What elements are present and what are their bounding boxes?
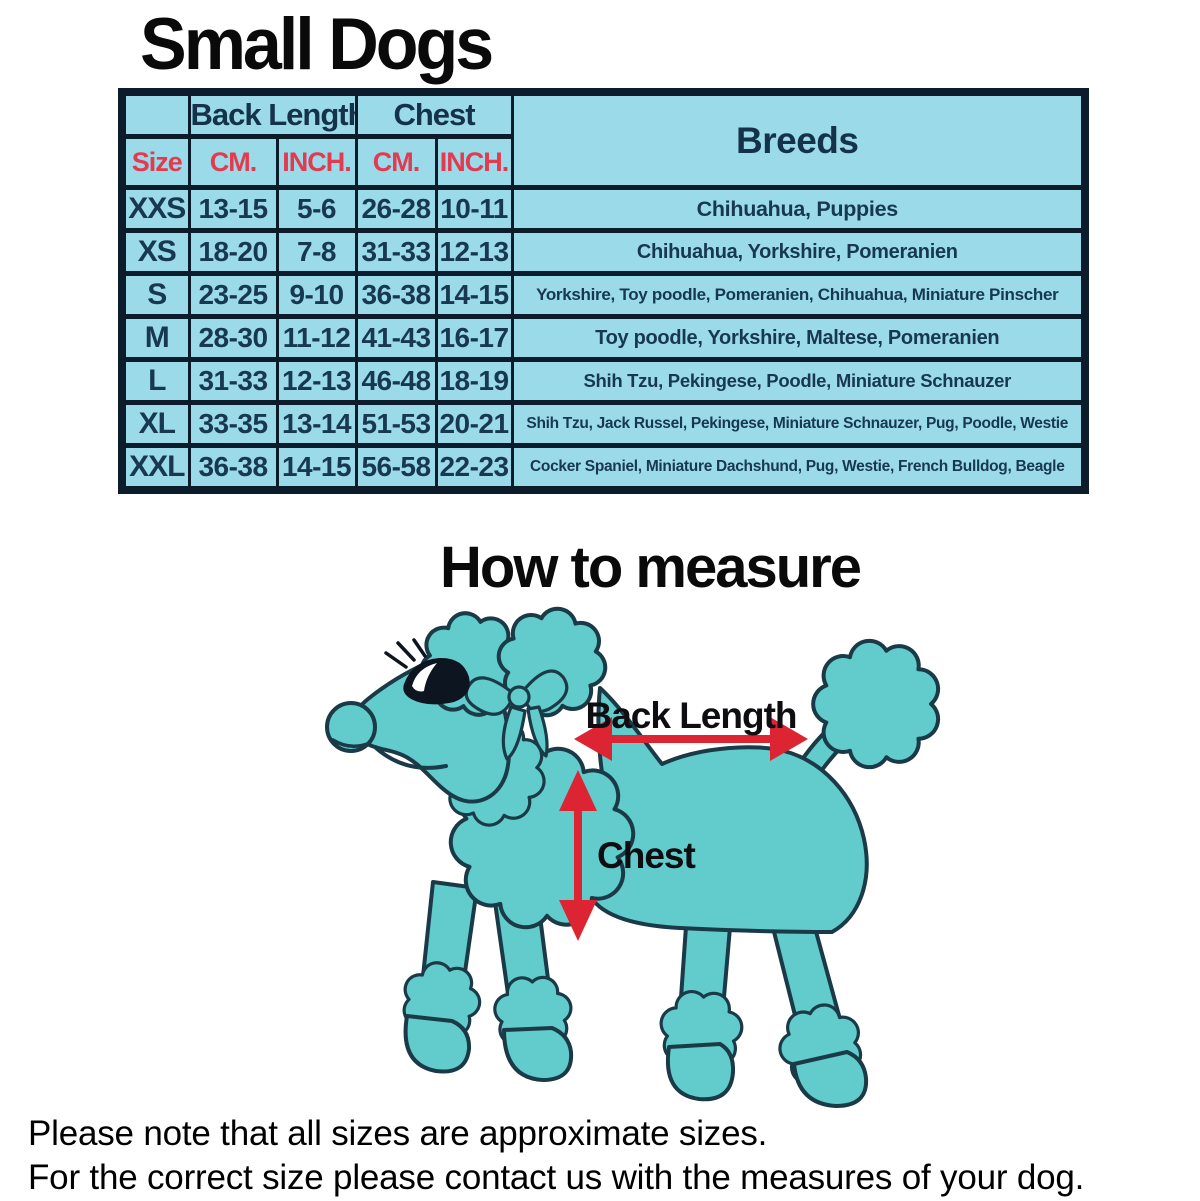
table-row: L 31-33 12-13 46-48 18-19 Shih Tzu, Pekingese… [120, 357, 1087, 405]
blank-corner-cell [120, 89, 191, 139]
table-row: XL 33-35 13-14 51-53 20-21 Shih Tzu, Jack Rus… [120, 400, 1087, 448]
poodle-foot [403, 1014, 472, 1074]
table-row: S 23-25 9-10 36-38 14-15 Yorkshire, Toy poodl… [120, 271, 1087, 319]
chest-arrow [574, 806, 582, 906]
poodle-foot [502, 1026, 574, 1082]
poodle-eyelashes [384, 638, 427, 669]
chest-inch-cell: 18-19 [434, 357, 514, 405]
back-length-arrowhead [770, 717, 808, 761]
back-length-arrow [608, 735, 772, 743]
poodle-foot [792, 1050, 869, 1108]
poodle-mouth [374, 746, 448, 770]
back-inch-cell: 7-8 [275, 228, 358, 276]
footer-note: Please note that all sizes are approxima… [28, 1112, 1198, 1201]
size-cell: XL [120, 400, 191, 448]
breeds-cell: Toy poodle, Yorkshire, Maltese, Pomerani… [510, 314, 1087, 362]
size-cell: M [120, 314, 191, 362]
poodle-nose [325, 701, 377, 753]
poodle-eye [403, 657, 470, 705]
back-cm-cell: 33-35 [187, 400, 279, 448]
back-length-label: Back Length [585, 695, 796, 736]
size-cell: XXL [120, 443, 191, 493]
table-row: XXS 13-15 5-6 26-28 10-11 Chihuahua, Puppies [120, 185, 1087, 233]
size-cell: XS [120, 228, 191, 276]
chest-inch-cell: 22-23 [434, 443, 514, 493]
size-table-body: XXS 13-15 5-6 26-28 10-11 Chihuahua, Puppies X… [120, 185, 1087, 493]
bow-tail [526, 705, 549, 758]
chest-inch-header: INCH. [434, 134, 514, 190]
page-title: Small Dogs [140, 3, 494, 85]
poodle-foot [665, 1042, 736, 1102]
chest-cm-cell: 36-38 [354, 271, 438, 319]
back-cm-cell: 36-38 [187, 443, 279, 493]
poodle-nostril-line [331, 738, 369, 748]
breeds-cell: Chihuahua, Puppies [510, 185, 1087, 233]
size-table: Back Length Chest Breeds Size CM. INCH. … [118, 88, 1090, 494]
back-cm-cell: 23-25 [187, 271, 279, 319]
table-row: XS 18-20 7-8 31-33 12-13 Chihuahua, Yorkshire… [120, 228, 1087, 276]
chest-cm-cell: 26-28 [354, 185, 438, 233]
back-inch-cell: 13-14 [275, 400, 358, 448]
chest-inch-cell: 10-11 [434, 185, 514, 233]
back-inch-cell: 5-6 [275, 185, 358, 233]
back-inch-cell: 14-15 [275, 443, 358, 493]
chest-cm-cell: 46-48 [354, 357, 438, 405]
breeds-cell: Yorkshire, Toy poodle, Pomeranien, Chihu… [510, 271, 1087, 319]
size-cell: S [120, 271, 191, 319]
chest-inch-cell: 14-15 [434, 271, 514, 319]
back-cm-header: CM. [187, 134, 279, 190]
chest-cm-cell: 41-43 [354, 314, 438, 362]
table-row: XXL 36-38 14-15 56-58 22-23 Cocker Spaniel, M… [120, 443, 1087, 493]
size-cell: L [120, 357, 191, 405]
chest-inch-cell: 20-21 [434, 400, 514, 448]
chest-cm-cell: 56-58 [354, 443, 438, 493]
chest-cm-cell: 51-53 [354, 400, 438, 448]
bow-tail [501, 705, 527, 761]
back-cm-cell: 18-20 [187, 228, 279, 276]
chest-inch-cell: 12-13 [434, 228, 514, 276]
chest-header: Chest [354, 89, 514, 139]
poodle-eye-highlight [412, 663, 437, 692]
back-cm-cell: 28-30 [187, 314, 279, 362]
bow-left-loop [464, 676, 516, 716]
how-to-measure-title: How to measure [440, 535, 862, 600]
chest-arrowhead [559, 900, 597, 941]
back-inch-cell: 12-13 [275, 357, 358, 405]
back-inch-cell: 11-12 [275, 314, 358, 362]
table-sub-header-row: Size CM. INCH. CM. INCH. [120, 134, 1085, 190]
back-cm-cell: 13-15 [187, 185, 279, 233]
back-length-header: Back Length [187, 89, 358, 139]
size-table-header: Back Length Chest Breeds Size CM. INCH. … [120, 89, 1087, 190]
measure-labels: Back Length Chest [585, 695, 797, 876]
dog-measurement-diagram: Back Length Chest [325, 606, 941, 1108]
back-cm-cell: 31-33 [187, 357, 279, 405]
footer-line-2: For the correct size please contact us w… [28, 1158, 1085, 1198]
bow-knot [507, 685, 531, 709]
table-group-header-row: Back Length Chest Breeds [120, 89, 1087, 190]
back-length-arrowhead [574, 717, 612, 761]
breeds-cell: Cocker Spaniel, Miniature Dachshund, Pug… [510, 443, 1087, 493]
breeds-cell: Shih Tzu, Jack Russel, Pekingese, Miniat… [510, 400, 1087, 448]
size-cell: XXS [120, 185, 191, 233]
chest-label: Chest [597, 835, 695, 876]
breeds-cell: Shih Tzu, Pekingese, Poodle, Miniature S… [510, 357, 1087, 405]
breeds-header: Breeds [510, 89, 1087, 190]
size-header: Size [120, 134, 191, 190]
breeds-cell: Chihuahua, Yorkshire, Pomeranien [510, 228, 1087, 276]
chest-cm-cell: 31-33 [354, 228, 438, 276]
chest-inch-cell: 16-17 [434, 314, 514, 362]
poodle-tail-pom [811, 638, 941, 770]
chest-cm-header: CM. [354, 134, 438, 190]
footer-line-1: Please note that all sizes are approxima… [28, 1114, 768, 1153]
back-inch-cell: 9-10 [275, 271, 358, 319]
back-inch-header: INCH. [275, 134, 358, 190]
chest-arrowhead [559, 770, 597, 811]
table-row: M 28-30 11-12 41-43 16-17 Toy poodle, Yorkshi… [120, 314, 1087, 362]
